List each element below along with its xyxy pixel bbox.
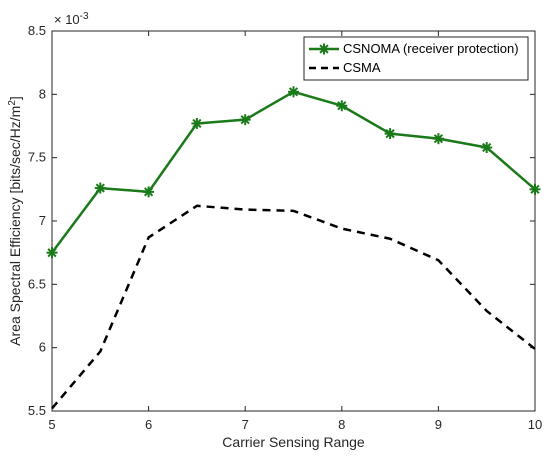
- data-point: [191, 117, 203, 129]
- series-layer: [46, 86, 541, 410]
- legend: CSNOMA (receiver protection) CSMA: [303, 36, 529, 81]
- y-tick-label: 7: [39, 213, 46, 228]
- x-tick-label: 5: [48, 417, 55, 432]
- data-point: [481, 142, 493, 154]
- data-point: [336, 100, 348, 112]
- data-point: [143, 186, 155, 198]
- x-tick-label: 8: [338, 417, 345, 432]
- y-tick-label: 5.5: [28, 403, 46, 418]
- data-point: [432, 133, 444, 145]
- y-axis-ticks: 5.5 6 6.5 7 7.5 8 8.5: [28, 23, 535, 418]
- data-point: [239, 114, 251, 126]
- legend-marker-asterisk: [318, 43, 330, 55]
- y-axis-label: Area Spectral Efficiency [bits/sec/Hz/m2…: [7, 96, 23, 346]
- y-tick-label: 8: [39, 86, 46, 101]
- x-tick-label: 10: [528, 417, 542, 432]
- legend-label-csma: CSMA: [343, 60, 381, 75]
- data-point: [94, 182, 106, 194]
- data-point: [46, 247, 58, 259]
- y-exponent-label: × 10-3: [54, 11, 89, 27]
- data-point: [529, 183, 541, 195]
- x-tick-label: 6: [145, 417, 152, 432]
- x-axis-label: Carrier Sensing Range: [222, 434, 365, 450]
- legend-label-csnoma: CSNOMA (receiver protection): [343, 41, 519, 56]
- x-tick-label: 7: [242, 417, 249, 432]
- series-line-csma: [51, 204, 536, 410]
- y-tick-label: 6.5: [28, 276, 46, 291]
- y-tick-label: 7.5: [28, 150, 46, 165]
- x-tick-label: 9: [435, 417, 442, 432]
- y-tick-label: 8.5: [28, 23, 46, 38]
- data-point: [288, 86, 299, 98]
- data-point: [384, 128, 396, 140]
- legend-box: [303, 36, 529, 81]
- y-tick-label: 6: [39, 340, 46, 355]
- legend-marker-csnoma: [318, 43, 330, 55]
